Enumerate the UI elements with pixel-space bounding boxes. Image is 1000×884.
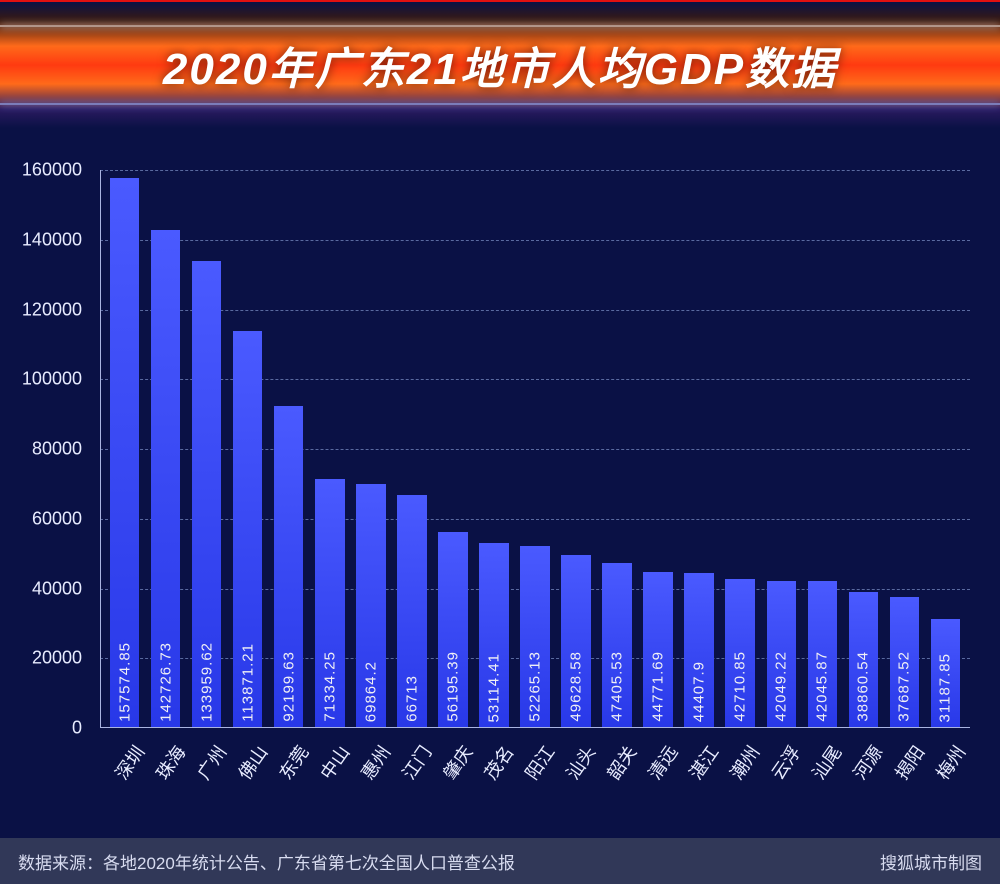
bar-value-label: 42049.22 xyxy=(773,651,790,722)
y-tick-label: 100000 xyxy=(20,369,90,390)
y-tick-label: 20000 xyxy=(20,648,90,669)
x-tick-label: 珠海 xyxy=(149,740,191,784)
chart-area: 0 20000 40000 60000 80000 100000 120000 140000 1… xyxy=(0,130,1000,838)
bar: 31187.85 xyxy=(931,619,961,728)
x-tick-label: 韶关 xyxy=(601,740,643,784)
bar: 47405.53 xyxy=(602,563,632,728)
bar-value-label: 142726.73 xyxy=(157,642,174,722)
bar-value-label: 38860.54 xyxy=(855,651,872,722)
chart-title: 2020年广东21地市人均GDP数据 xyxy=(163,33,837,97)
bar: 42710.85 xyxy=(725,579,755,728)
y-axis-line xyxy=(100,170,101,728)
x-tick-label: 清远 xyxy=(642,740,684,784)
bar-value-label: 44771.69 xyxy=(650,651,667,722)
bar: 53114.41 xyxy=(479,543,509,728)
x-tick-label: 佛山 xyxy=(231,740,273,784)
x-tick-label: 惠州 xyxy=(354,740,396,784)
bar: 42049.22 xyxy=(767,581,797,728)
bar: 44771.69 xyxy=(643,572,673,728)
bar-value-label: 31187.85 xyxy=(937,653,954,722)
bar-value-label: 113871.21 xyxy=(239,643,256,722)
bar-value-label: 157574.85 xyxy=(116,642,133,722)
bar: 66713 xyxy=(397,495,427,728)
footer-bar: 数据来源：各地2020年统计公告、广东省第七次全国人口普查公报 搜狐城市制图 xyxy=(0,838,1000,884)
bar-value-label: 56195.39 xyxy=(444,651,461,722)
chart-container: 2020年广东21地市人均GDP数据 0 20000 40000 60000 80000… xyxy=(0,0,1000,884)
bar: 37687.52 xyxy=(890,597,920,728)
bar-value-label: 92199.63 xyxy=(280,651,297,722)
bar: 49628.58 xyxy=(561,555,591,728)
x-tick-label: 中山 xyxy=(313,740,355,784)
x-tick-label: 湛江 xyxy=(683,740,725,784)
bar: 56195.39 xyxy=(438,532,468,728)
x-tick-label: 揭阳 xyxy=(888,740,930,784)
bar-value-label: 47405.53 xyxy=(609,651,626,722)
bar-value-label: 69864.2 xyxy=(362,661,379,722)
bar-value-label: 37687.52 xyxy=(896,651,913,722)
bar: 133959.62 xyxy=(192,261,222,728)
y-tick-label: 140000 xyxy=(20,229,90,250)
title-bar: 2020年广东21地市人均GDP数据 xyxy=(0,0,1000,130)
bar: 157574.85 xyxy=(110,178,140,728)
bar: 52265.13 xyxy=(520,546,550,728)
y-tick-label: 60000 xyxy=(20,508,90,529)
bar-value-label: 66713 xyxy=(403,675,420,722)
y-tick-label: 120000 xyxy=(20,299,90,320)
bar-value-label: 42710.85 xyxy=(732,651,749,722)
bar-value-label: 44407.9 xyxy=(691,661,708,722)
bar: 69864.2 xyxy=(356,484,386,728)
bar-value-label: 71334.25 xyxy=(321,651,338,722)
x-tick-label: 茂名 xyxy=(477,740,519,784)
x-tick-label: 广州 xyxy=(190,740,232,784)
bar: 71334.25 xyxy=(315,479,345,728)
y-tick-label: 0 xyxy=(20,718,90,739)
bar-value-label: 133959.62 xyxy=(198,642,215,722)
data-source-label: 数据来源：各地2020年统计公告、广东省第七次全国人口普查公报 xyxy=(18,849,515,874)
credit-label: 搜狐城市制图 xyxy=(880,849,982,874)
x-tick-label: 汕头 xyxy=(560,740,602,784)
y-tick-label: 160000 xyxy=(20,160,90,181)
x-tick-label: 云浮 xyxy=(765,740,807,784)
bar: 113871.21 xyxy=(233,331,263,728)
x-tick-label: 阳江 xyxy=(518,740,560,784)
y-tick-label: 80000 xyxy=(20,439,90,460)
bar: 44407.9 xyxy=(684,573,714,728)
bar: 92199.63 xyxy=(274,406,304,728)
bar: 142726.73 xyxy=(151,230,181,728)
x-tick-label: 深圳 xyxy=(108,740,150,784)
x-tick-label: 梅州 xyxy=(929,740,971,784)
x-tick-label: 东莞 xyxy=(272,740,314,784)
x-tick-label: 江门 xyxy=(395,740,437,784)
x-tick-label: 潮州 xyxy=(724,740,766,784)
y-tick-label: 40000 xyxy=(20,578,90,599)
x-tick-label: 肇庆 xyxy=(436,740,478,784)
bar-value-label: 52265.13 xyxy=(526,651,543,722)
x-tick-label: 河源 xyxy=(847,740,889,784)
bar-value-label: 53114.41 xyxy=(485,653,502,722)
bar: 38860.54 xyxy=(849,592,879,728)
bar-value-label: 49628.58 xyxy=(568,651,585,722)
x-tick-label: 汕尾 xyxy=(806,740,848,784)
bar: 42045.87 xyxy=(808,581,838,728)
bar-value-label: 42045.87 xyxy=(814,651,831,722)
